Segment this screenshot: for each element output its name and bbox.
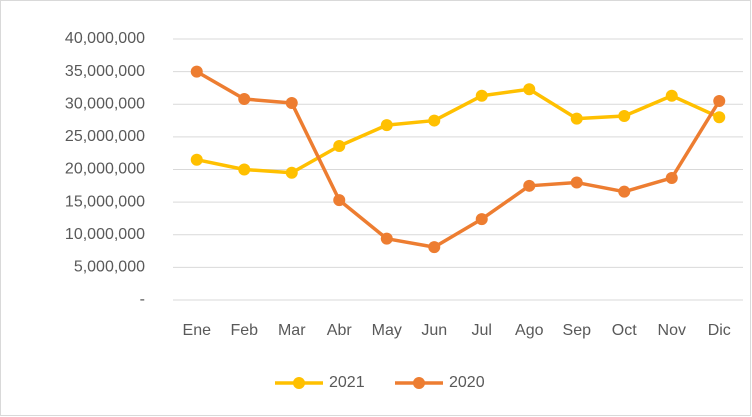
point: [428, 241, 441, 254]
y-tick-label: 35,000,000: [65, 63, 145, 80]
x-tick-label: Mar: [278, 322, 306, 339]
y-tick-label: 15,000,000: [65, 193, 145, 210]
point: [238, 93, 251, 106]
legend-marker: [293, 377, 305, 389]
x-tick-label: Feb: [230, 322, 258, 339]
point: [713, 94, 726, 107]
point: [475, 89, 488, 102]
y-tick-label: 25,000,000: [65, 128, 145, 145]
legend-label: 2021: [329, 374, 365, 391]
point: [618, 185, 631, 198]
point: [618, 109, 631, 122]
point: [333, 194, 346, 207]
point: [713, 111, 726, 124]
y-tick-label: 10,000,000: [65, 226, 145, 243]
x-tick-label: Jul: [472, 322, 492, 339]
point: [333, 140, 346, 153]
x-tick-label: Oct: [612, 322, 637, 339]
legend-label: 2020: [449, 374, 485, 391]
x-tick-label: Nov: [658, 322, 686, 339]
x-tick-label: Jun: [421, 322, 447, 339]
point: [380, 232, 393, 245]
y-tick-label: -: [140, 291, 145, 308]
point: [238, 163, 251, 176]
x-tick-label: May: [372, 322, 402, 339]
point: [190, 65, 203, 78]
point: [523, 179, 536, 192]
point: [523, 83, 536, 96]
point: [285, 166, 298, 179]
point: [380, 119, 393, 132]
legend-marker: [413, 377, 425, 389]
series-line: [195, 70, 721, 249]
point: [428, 114, 441, 127]
point: [190, 153, 203, 166]
y-tick-label: 40,000,000: [65, 30, 145, 47]
x-tick-label: Dic: [708, 322, 731, 339]
series-line: [196, 87, 720, 175]
x-tick-label: Abr: [327, 322, 353, 339]
point: [665, 171, 678, 184]
point: [570, 176, 583, 189]
y-tick-label: 20,000,000: [65, 161, 145, 178]
x-tick-label: Ene: [183, 322, 212, 339]
x-tick-label: Sep: [563, 322, 592, 339]
y-tick-label: 5,000,000: [74, 259, 145, 276]
y-tick-label: 30,000,000: [65, 95, 145, 112]
x-tick-label: Ago: [515, 322, 544, 339]
point: [285, 96, 298, 109]
point: [570, 112, 583, 125]
point: [475, 213, 488, 226]
point: [665, 89, 678, 102]
